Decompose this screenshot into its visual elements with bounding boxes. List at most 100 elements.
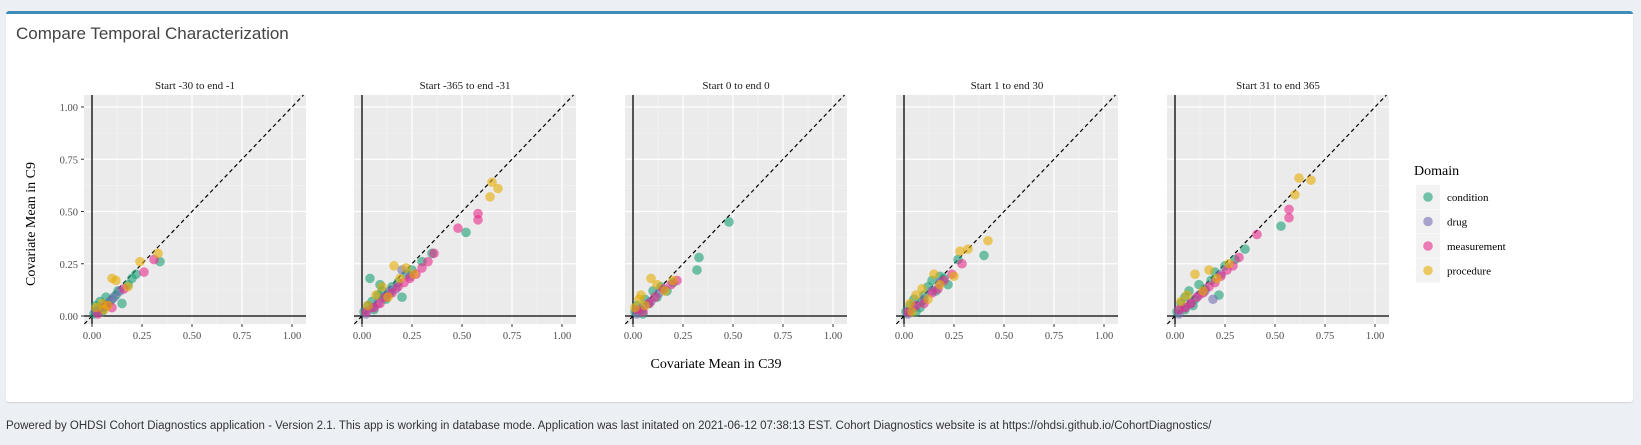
- x-tick-label: 1.00: [283, 331, 301, 342]
- x-tick-label: 0.50: [1266, 331, 1284, 342]
- data-point-procedure: [395, 273, 405, 284]
- x-tick-label: 0.50: [724, 331, 742, 342]
- x-tick-label: 0.75: [233, 331, 251, 342]
- facet-title: Start -30 to end -1: [155, 80, 235, 92]
- data-point-measurement: [473, 208, 483, 219]
- legend-swatch-condition: [1423, 192, 1433, 202]
- data-point-procedure: [646, 273, 656, 284]
- x-tick-label: 0.00: [624, 331, 642, 342]
- x-tick-label: 0.25: [945, 331, 963, 342]
- data-point-procedure: [640, 300, 650, 311]
- data-point-measurement: [429, 248, 439, 259]
- data-point-procedure: [955, 246, 965, 257]
- data-point-condition: [117, 298, 127, 309]
- x-tick-label: 0.00: [353, 331, 371, 342]
- data-point-condition: [692, 265, 702, 275]
- facet-title: Start 31 to end 365: [1236, 80, 1320, 92]
- data-point-procedure: [111, 275, 121, 286]
- data-point-procedure: [917, 284, 927, 294]
- legend-label: procedure: [1447, 266, 1491, 278]
- legend-label: condition: [1447, 192, 1489, 204]
- data-point-measurement: [453, 223, 463, 234]
- data-point-procedure: [983, 235, 993, 246]
- data-point-procedure: [668, 275, 678, 286]
- footer-text: Powered by OHDSI Cohort Diagnostics appl…: [6, 420, 1212, 432]
- data-point-procedure: [636, 290, 646, 300]
- data-point-procedure: [377, 281, 387, 292]
- data-point-condition: [979, 250, 989, 261]
- x-tick-label: 0.00: [1166, 331, 1184, 342]
- legend-label: drug: [1447, 217, 1468, 229]
- facet-title: Start -365 to end -31: [419, 80, 510, 92]
- box-title: Compare Temporal Characterization: [16, 24, 289, 43]
- data-point-measurement: [650, 292, 660, 302]
- x-tick-label: 0.50: [453, 331, 471, 342]
- data-point-condition: [1240, 244, 1250, 254]
- x-tick-label: 0.00: [895, 331, 913, 342]
- data-point-procedure: [383, 292, 393, 302]
- data-point-procedure: [401, 263, 411, 273]
- x-tick-label: 0.75: [1316, 331, 1334, 342]
- data-point-measurement: [1252, 229, 1262, 240]
- legend-label: measurement: [1447, 241, 1506, 253]
- data-point-measurement: [423, 256, 433, 267]
- x-tick-label: 1.00: [1095, 331, 1113, 342]
- data-point-measurement: [139, 267, 149, 277]
- data-point-procedure: [630, 302, 640, 313]
- chart-box: Compare Temporal Characterization Start …: [6, 11, 1633, 402]
- x-tick-label: 0.50: [183, 331, 201, 342]
- y-tick-label: 0.50: [60, 208, 78, 219]
- x-tick-label: 0.00: [83, 331, 101, 342]
- data-point-procedure: [935, 279, 945, 290]
- legend-swatch-drug: [1423, 216, 1433, 227]
- data-point-procedure: [135, 256, 145, 267]
- data-point-condition: [365, 273, 375, 284]
- data-point-measurement: [1234, 252, 1244, 263]
- data-point-procedure: [963, 244, 973, 254]
- data-point-condition: [131, 269, 141, 279]
- data-point-measurement: [1186, 298, 1196, 309]
- data-point-procedure: [487, 177, 497, 188]
- data-point-procedure: [99, 304, 109, 315]
- data-point-measurement: [957, 258, 967, 269]
- data-point-condition: [1276, 221, 1286, 231]
- data-point-drug: [1208, 294, 1218, 305]
- x-tick-label: 1.00: [1366, 331, 1384, 342]
- y-tick-label: 0.25: [60, 260, 78, 271]
- x-tick-label: 0.25: [133, 331, 151, 342]
- data-point-procedure: [1176, 296, 1186, 307]
- x-tick-label: 0.25: [403, 331, 421, 342]
- data-point-procedure: [923, 294, 933, 305]
- data-point-condition: [694, 252, 704, 263]
- data-point-procedure: [949, 271, 959, 282]
- data-point-procedure: [123, 281, 133, 292]
- data-point-measurement: [417, 263, 427, 273]
- y-axis-label: Covariate Mean in C9: [24, 162, 39, 286]
- data-point-procedure: [1294, 173, 1304, 183]
- data-point-procedure: [1212, 273, 1222, 284]
- x-tick-label: 0.75: [774, 331, 792, 342]
- x-tick-label: 1.00: [553, 331, 571, 342]
- data-point-drug: [109, 292, 119, 302]
- data-point-procedure: [493, 183, 503, 194]
- x-axis-label: Covariate Mean in C39: [650, 357, 781, 372]
- data-point-measurement: [375, 298, 385, 309]
- data-point-procedure: [371, 290, 381, 300]
- data-point-procedure: [907, 307, 917, 317]
- data-point-procedure: [363, 300, 373, 311]
- data-point-condition: [397, 292, 407, 302]
- data-point-procedure: [409, 269, 419, 279]
- x-tick-label: 0.75: [1045, 331, 1063, 342]
- legend-swatch-measurement: [1423, 241, 1433, 251]
- y-tick-label: 0.00: [60, 312, 78, 323]
- legend-title: Domain: [1414, 164, 1459, 179]
- data-point-procedure: [905, 298, 915, 309]
- data-point-procedure: [1306, 175, 1316, 185]
- data-point-procedure: [652, 279, 662, 290]
- x-tick-label: 1.00: [824, 331, 842, 342]
- facet-title: Start 0 to end 0: [702, 80, 770, 92]
- y-tick-label: 1.00: [60, 103, 78, 114]
- data-point-condition: [461, 227, 471, 238]
- reference-line: [895, 94, 1116, 325]
- data-point-procedure: [1182, 290, 1192, 300]
